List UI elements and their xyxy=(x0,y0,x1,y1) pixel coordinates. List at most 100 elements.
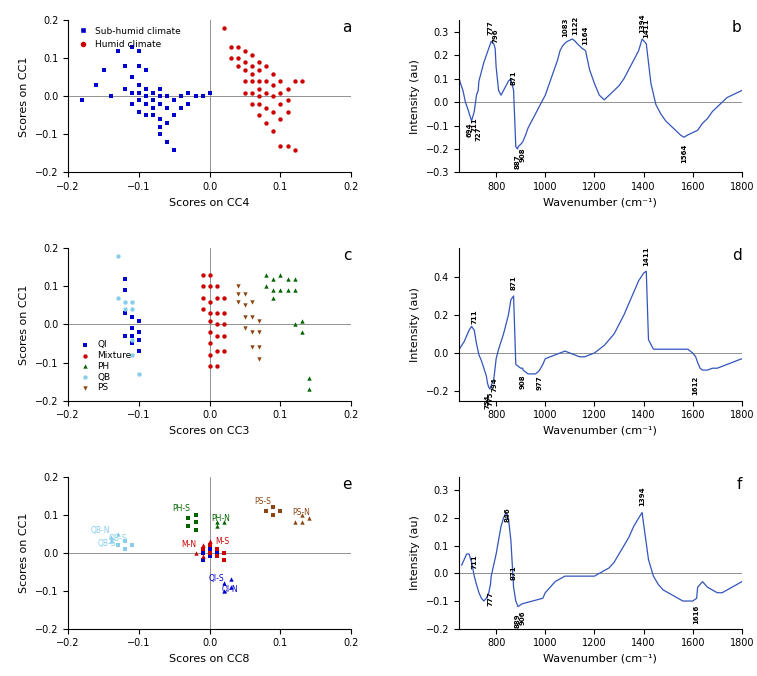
Point xyxy=(239,64,251,75)
Point xyxy=(267,91,279,101)
Legend: QI, Mixture, PH, QB, PS: QI, Mixture, PH, QB, PS xyxy=(73,337,135,396)
Point xyxy=(218,22,230,33)
PS xyxy=(239,323,251,334)
QI xyxy=(132,327,145,337)
Point xyxy=(303,513,315,524)
Text: 889: 889 xyxy=(515,614,521,628)
Y-axis label: Scores on CC1: Scores on CC1 xyxy=(20,56,30,137)
QI xyxy=(126,312,138,322)
Point xyxy=(253,99,265,110)
Point xyxy=(274,76,286,87)
Point xyxy=(274,141,286,151)
Point xyxy=(253,110,265,121)
Text: 1612: 1612 xyxy=(693,376,699,395)
PS xyxy=(253,354,265,364)
Point xyxy=(239,57,251,68)
Point xyxy=(296,76,308,87)
Mixture xyxy=(210,308,223,318)
Text: QI-S: QI-S xyxy=(209,574,225,583)
Point xyxy=(168,110,180,121)
Y-axis label: Scores on CC1: Scores on CC1 xyxy=(20,512,30,593)
Point xyxy=(197,544,209,554)
PS xyxy=(239,300,251,311)
Point xyxy=(132,95,145,105)
QI xyxy=(119,308,131,318)
Point xyxy=(119,536,131,547)
Point xyxy=(147,102,159,113)
Point xyxy=(126,87,138,98)
Point xyxy=(288,144,301,155)
PH xyxy=(274,270,286,281)
Point xyxy=(296,509,308,520)
Point xyxy=(232,41,244,52)
Point xyxy=(140,99,152,110)
PH xyxy=(296,315,308,326)
Mixture xyxy=(204,315,216,326)
Y-axis label: Intensity (au): Intensity (au) xyxy=(410,59,420,134)
Point xyxy=(225,53,237,64)
Point xyxy=(189,509,201,520)
Point xyxy=(239,87,251,98)
Text: PS-N: PS-N xyxy=(293,508,310,517)
QI xyxy=(126,331,138,341)
Point xyxy=(232,60,244,71)
Mixture xyxy=(210,319,223,330)
Point xyxy=(210,548,223,558)
Point xyxy=(189,91,201,101)
Mixture xyxy=(204,338,216,349)
Mixture xyxy=(197,293,209,304)
Mixture xyxy=(197,304,209,315)
Point xyxy=(267,68,279,79)
PH xyxy=(260,270,273,281)
Point xyxy=(119,544,131,554)
Y-axis label: Intensity (au): Intensity (au) xyxy=(410,515,420,590)
QB xyxy=(111,293,123,304)
PS xyxy=(253,315,265,326)
Text: 796: 796 xyxy=(492,28,498,43)
Point xyxy=(282,141,294,151)
Mixture xyxy=(210,293,223,304)
Point xyxy=(204,548,216,558)
PH xyxy=(288,274,301,285)
Point xyxy=(288,76,301,87)
Text: QB-S: QB-S xyxy=(108,533,127,543)
Text: 711: 711 xyxy=(472,554,477,569)
Text: 977: 977 xyxy=(537,376,543,391)
Y-axis label: Scores on CC1: Scores on CC1 xyxy=(20,285,30,364)
Point xyxy=(140,91,152,101)
PH xyxy=(274,285,286,295)
Point xyxy=(132,60,145,71)
Text: c: c xyxy=(343,248,351,264)
Mixture xyxy=(218,331,230,341)
Point xyxy=(189,548,201,558)
Point xyxy=(267,125,279,136)
Point xyxy=(154,114,167,124)
QI xyxy=(126,323,138,334)
X-axis label: Wavenumber (cm⁻¹): Wavenumber (cm⁻¹) xyxy=(544,426,657,436)
Text: 1394: 1394 xyxy=(639,486,645,506)
Point xyxy=(204,536,216,547)
Mixture xyxy=(210,331,223,341)
Point xyxy=(197,91,209,101)
Point xyxy=(246,60,258,71)
PS xyxy=(246,296,258,307)
Point xyxy=(111,528,123,539)
Point xyxy=(182,521,195,531)
Text: 1616: 1616 xyxy=(693,605,699,625)
Point xyxy=(189,517,201,528)
Point xyxy=(161,118,173,128)
Text: e: e xyxy=(341,477,351,491)
Point xyxy=(197,539,209,550)
QB xyxy=(126,304,138,315)
Point xyxy=(210,551,223,562)
Point xyxy=(274,114,286,124)
Point xyxy=(182,87,195,98)
Point xyxy=(140,110,152,121)
QB xyxy=(126,349,138,360)
Point xyxy=(204,551,216,562)
Point xyxy=(274,99,286,110)
Point xyxy=(182,99,195,110)
Point xyxy=(90,80,102,91)
Text: b: b xyxy=(732,20,742,35)
Point xyxy=(126,539,138,550)
